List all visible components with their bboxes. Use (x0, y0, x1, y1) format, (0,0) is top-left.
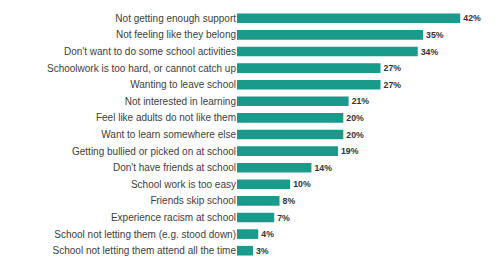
svg-text:Getting bullied or picked on a: Getting bullied or picked on at school (72, 146, 236, 157)
svg-text:19%: 19% (341, 146, 359, 156)
svg-text:Friends skip school: Friends skip school (150, 195, 236, 206)
svg-text:27%: 27% (384, 80, 402, 90)
svg-text:8%: 8% (283, 196, 296, 206)
svg-text:4%: 4% (261, 229, 274, 239)
svg-text:School not letting them attend: School not letting them attend all the t… (53, 245, 237, 256)
svg-text:Not getting enough support: Not getting enough support (115, 13, 236, 24)
svg-text:14%: 14% (314, 163, 332, 173)
svg-text:Want to learn somewhere else: Want to learn somewhere else (101, 129, 236, 140)
svg-text:Not feeling like they belong: Not feeling like they belong (116, 29, 236, 40)
svg-text:10%: 10% (293, 179, 311, 189)
svg-text:Wanting to leave school: Wanting to leave school (130, 79, 236, 90)
svg-text:20%: 20% (346, 113, 364, 123)
svg-text:42%: 42% (463, 13, 481, 23)
svg-text:Schoolwork is too hard, or can: Schoolwork is too hard, or cannot catch … (47, 63, 236, 74)
svg-text:20%: 20% (346, 130, 364, 140)
svg-text:Don't have friends at school: Don't have friends at school (113, 162, 236, 173)
svg-text:School not letting them (e.g.: School not letting them (e.g. stood down… (54, 229, 236, 240)
svg-text:21%: 21% (352, 96, 370, 106)
svg-text:Feel like adults do not like t: Feel like adults do not like them (96, 112, 236, 123)
svg-text:27%: 27% (384, 63, 402, 73)
svg-text:Experience racism at school: Experience racism at school (111, 212, 236, 223)
svg-text:34%: 34% (421, 47, 439, 57)
svg-text:3%: 3% (256, 246, 269, 256)
svg-text:7%: 7% (277, 213, 290, 223)
svg-text:School work is too easy: School work is too easy (131, 179, 236, 190)
svg-text:Don't want to do some school a: Don't want to do some school activities (64, 46, 236, 57)
svg-text:Not interested in learning: Not interested in learning (125, 96, 236, 107)
svg-text:35%: 35% (426, 30, 444, 40)
